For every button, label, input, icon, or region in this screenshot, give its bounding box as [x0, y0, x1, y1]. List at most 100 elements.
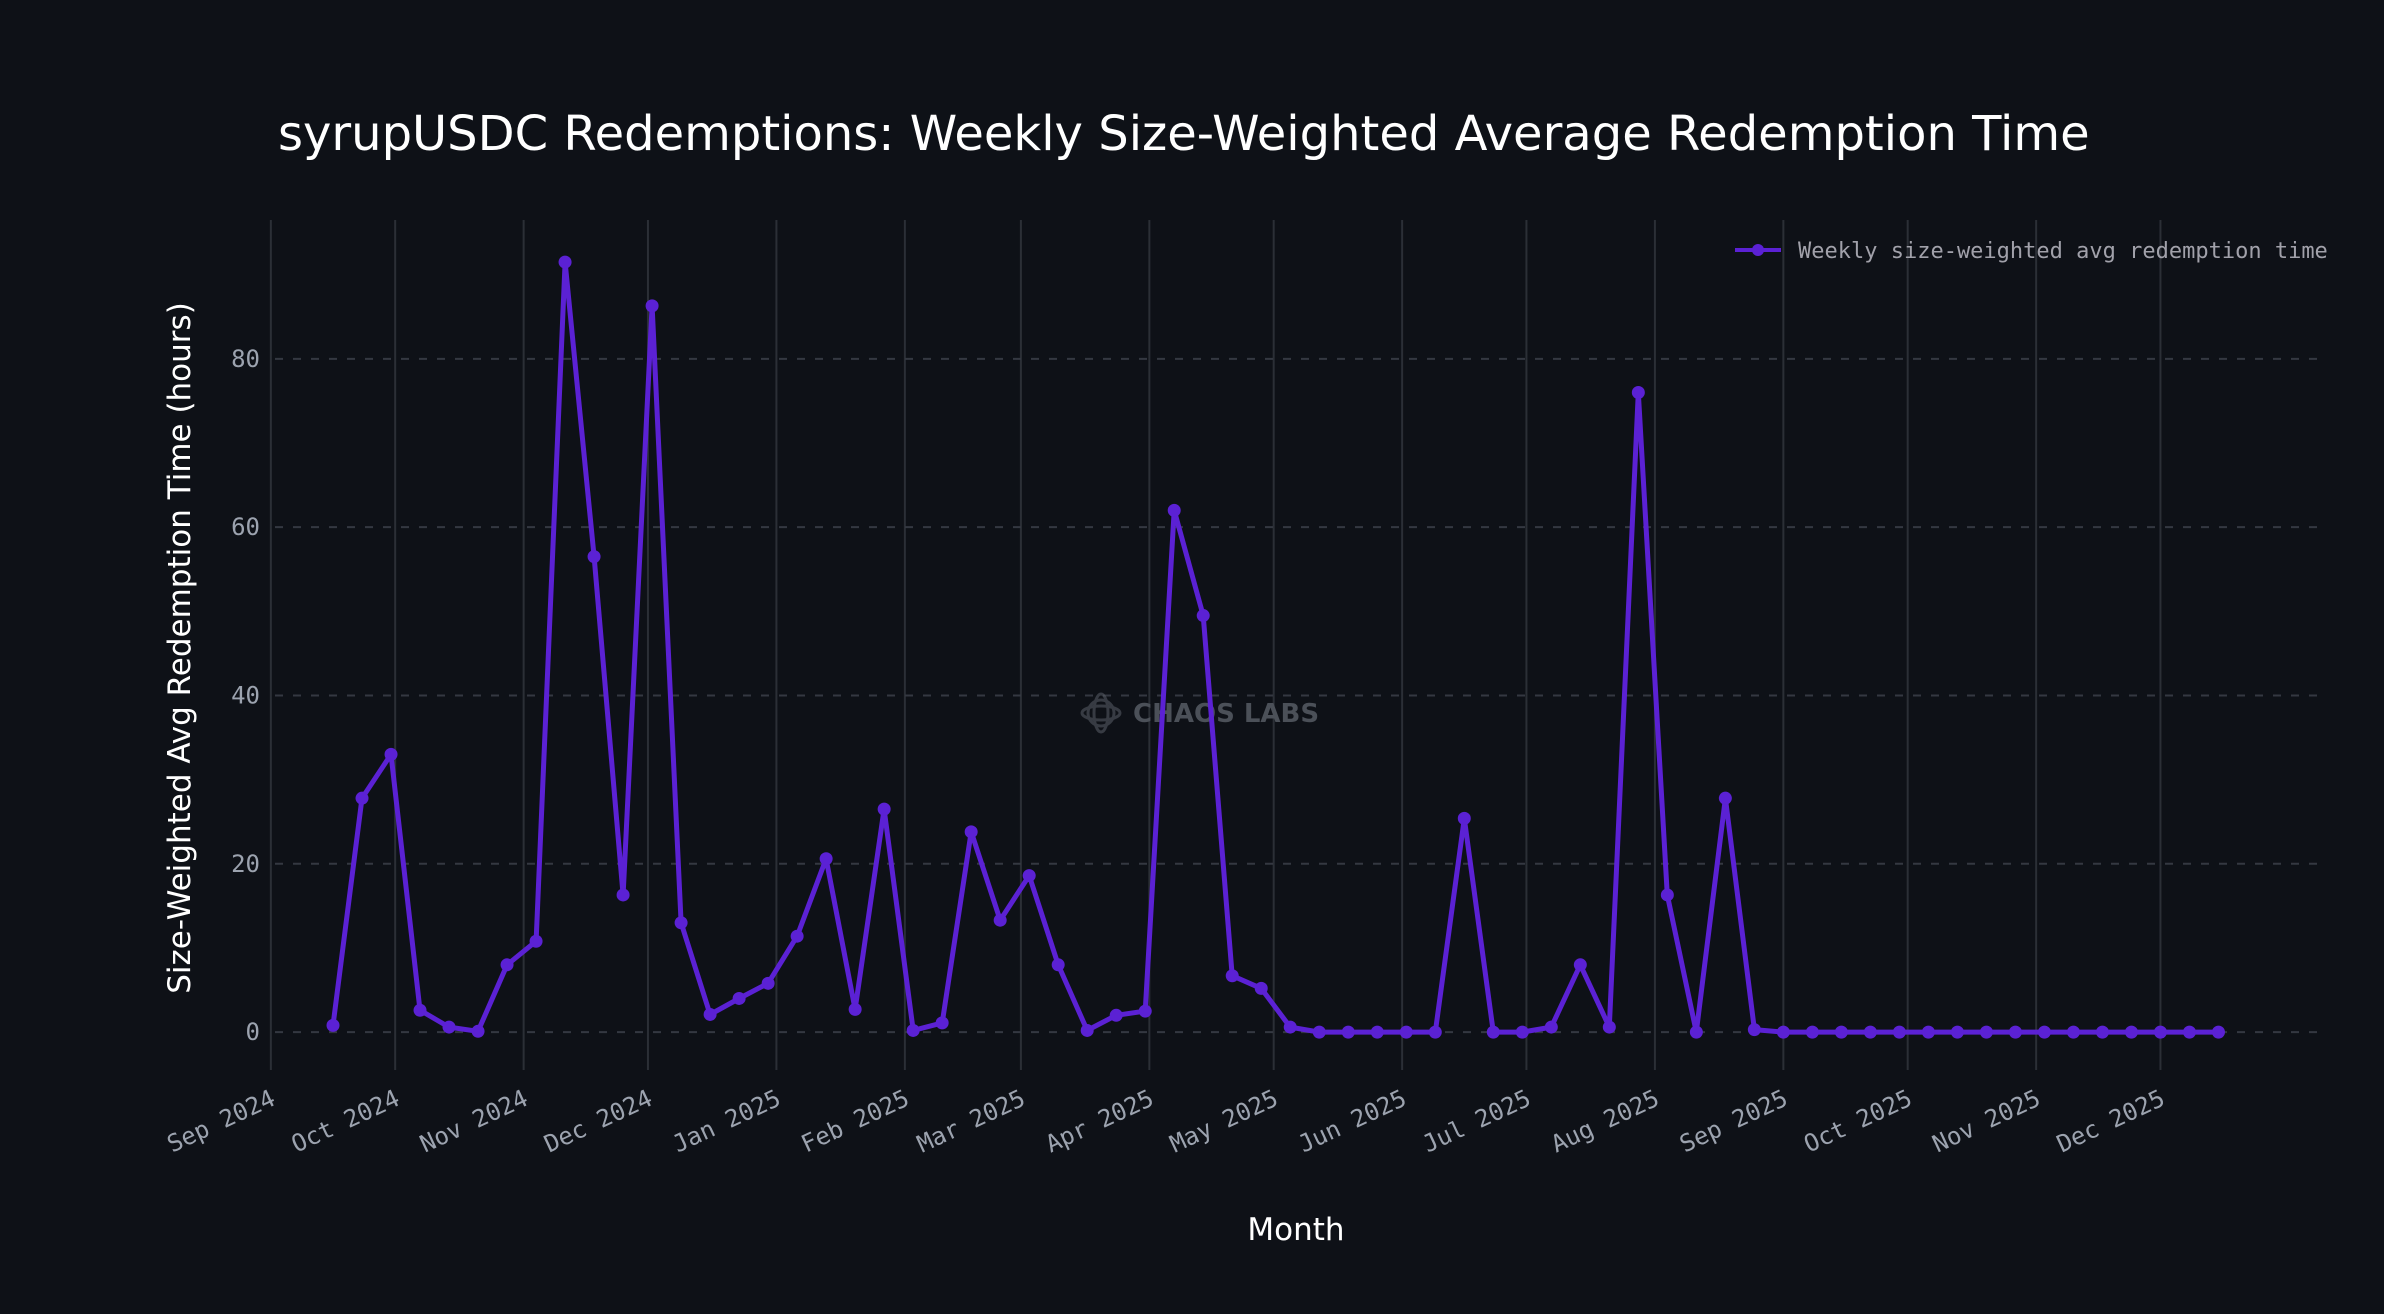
data-point[interactable]	[1341, 1025, 1355, 1039]
data-point[interactable]	[1457, 811, 1471, 825]
data-point[interactable]	[1805, 1025, 1819, 1039]
data-point[interactable]	[1080, 1023, 1094, 1037]
watermark: CHAOS LABS	[1080, 692, 1319, 734]
legend[interactable]: Weekly size-weighted avg redemption time	[1735, 239, 2328, 264]
data-point[interactable]	[1950, 1025, 1964, 1039]
data-point[interactable]	[964, 825, 978, 839]
data-point[interactable]	[500, 958, 514, 972]
data-point[interactable]	[790, 929, 804, 943]
chart-title: syrupUSDC Redemptions: Weekly Size-Weigh…	[278, 106, 2090, 162]
data-point[interactable]	[2095, 1025, 2109, 1039]
data-point[interactable]	[2037, 1025, 2051, 1039]
data-point[interactable]	[1631, 386, 1645, 400]
data-point[interactable]	[1109, 1008, 1123, 1022]
data-point[interactable]	[529, 934, 543, 948]
data-point[interactable]	[1544, 1020, 1558, 1034]
y-tick-label: 60	[231, 513, 260, 541]
data-point[interactable]	[1254, 981, 1268, 995]
data-point[interactable]	[1573, 958, 1587, 972]
data-series	[326, 255, 2225, 1039]
y-tick-label: 20	[231, 850, 260, 878]
data-point[interactable]	[819, 852, 833, 866]
y-axis-title: Size-Weighted Avg Redemption Time (hours…	[162, 302, 198, 994]
data-point[interactable]	[326, 1018, 340, 1032]
x-tick-label: Mar 2025	[913, 1084, 1030, 1158]
data-point[interactable]	[1834, 1025, 1848, 1039]
data-point[interactable]	[1979, 1025, 1993, 1039]
data-point[interactable]	[1022, 869, 1036, 883]
data-point[interactable]	[2124, 1025, 2138, 1039]
y-tick-label: 0	[246, 1018, 260, 1046]
data-point[interactable]	[1196, 609, 1210, 623]
series-line	[330, 259, 2221, 1035]
data-point[interactable]	[877, 802, 891, 816]
data-point[interactable]	[645, 299, 659, 313]
data-point[interactable]	[1747, 1023, 1761, 1037]
data-point[interactable]	[1776, 1025, 1790, 1039]
x-tick-label: Jan 2025	[668, 1084, 785, 1158]
data-point[interactable]	[732, 991, 746, 1005]
data-point[interactable]	[355, 791, 369, 805]
data-point[interactable]	[935, 1016, 949, 1030]
x-tick-label: Dec 2024	[540, 1084, 657, 1158]
x-tick-label: Apr 2025	[1041, 1084, 1158, 1158]
data-point[interactable]	[674, 916, 688, 930]
grid-lines	[269, 220, 2320, 1070]
x-tick-label: Dec 2025	[2052, 1084, 2169, 1158]
data-point[interactable]	[761, 976, 775, 990]
data-point[interactable]	[1892, 1025, 1906, 1039]
data-point[interactable]	[1138, 1004, 1152, 1018]
x-tick-label: Oct 2025	[1800, 1084, 1917, 1158]
data-point[interactable]	[2182, 1025, 2196, 1039]
x-tick-label: Feb 2025	[797, 1084, 914, 1158]
legend-label: Weekly size-weighted avg redemption time	[1798, 239, 2328, 264]
data-point[interactable]	[1312, 1025, 1326, 1039]
data-point[interactable]	[1486, 1025, 1500, 1039]
data-point[interactable]	[993, 913, 1007, 927]
data-point[interactable]	[1399, 1025, 1413, 1039]
legend-marker-swatch	[1752, 244, 1764, 256]
data-point[interactable]	[616, 888, 630, 902]
x-tick-label: Oct 2024	[287, 1084, 404, 1158]
data-point[interactable]	[1428, 1025, 1442, 1039]
data-point[interactable]	[848, 1002, 862, 1016]
data-point[interactable]	[413, 1003, 427, 1017]
data-point[interactable]	[1863, 1025, 1877, 1039]
x-axis-title: Month	[1247, 1212, 1344, 1248]
x-tick-label: Nov 2025	[1928, 1084, 2045, 1158]
data-point[interactable]	[558, 255, 572, 269]
data-point[interactable]	[1370, 1025, 1384, 1039]
x-tick-label: Aug 2025	[1547, 1084, 1664, 1158]
data-point[interactable]	[471, 1024, 485, 1038]
data-point[interactable]	[2066, 1025, 2080, 1039]
data-point[interactable]	[2211, 1025, 2225, 1039]
y-tick-label: 40	[231, 681, 260, 709]
x-tick-label: Sep 2024	[163, 1084, 280, 1158]
data-point[interactable]	[906, 1023, 920, 1037]
data-point[interactable]	[2008, 1025, 2022, 1039]
data-point[interactable]	[1921, 1025, 1935, 1039]
data-point[interactable]	[1225, 969, 1239, 983]
data-point[interactable]	[1689, 1025, 1703, 1039]
x-tick-label: Nov 2024	[416, 1084, 533, 1158]
data-point[interactable]	[1051, 958, 1065, 972]
data-point[interactable]	[1660, 888, 1674, 902]
data-point[interactable]	[703, 1007, 717, 1021]
data-point[interactable]	[442, 1020, 456, 1034]
data-point[interactable]	[384, 747, 398, 761]
y-tick-label: 80	[231, 345, 260, 373]
x-tick-label: Sep 2025	[1675, 1084, 1792, 1158]
x-tick-label: Jul 2025	[1418, 1084, 1535, 1158]
chaos-labs-logo-icon	[1080, 692, 1122, 734]
data-point[interactable]	[1167, 503, 1181, 517]
data-point[interactable]	[2153, 1025, 2167, 1039]
x-tick-label: Jun 2025	[1294, 1084, 1411, 1158]
data-point[interactable]	[587, 550, 601, 564]
data-point[interactable]	[1602, 1020, 1616, 1034]
data-point[interactable]	[1718, 791, 1732, 805]
data-point[interactable]	[1283, 1020, 1297, 1034]
x-tick-label: May 2025	[1166, 1084, 1283, 1158]
data-point[interactable]	[1515, 1025, 1529, 1039]
